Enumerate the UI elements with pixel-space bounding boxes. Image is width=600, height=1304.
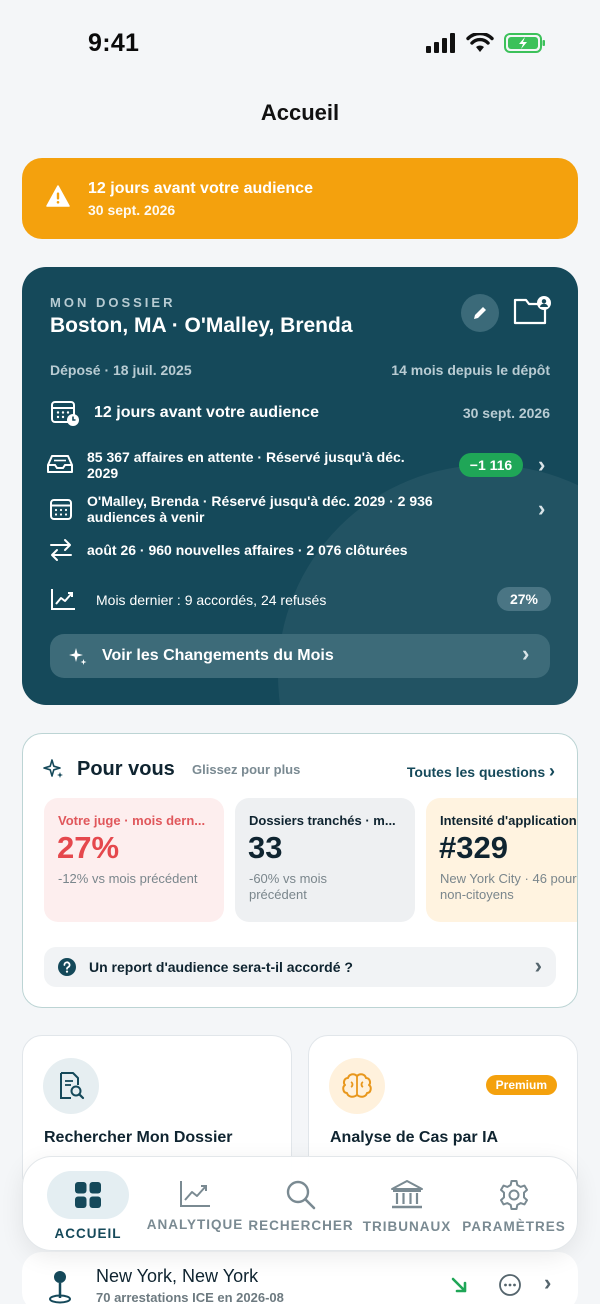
gear-icon	[500, 1180, 528, 1210]
insight-sub: -60% vs mois précédent	[249, 871, 328, 902]
for-you-card: Pour vous Glissez pour plus Toutes les q…	[22, 733, 578, 1008]
map-pin-icon	[49, 1271, 71, 1304]
chevron-right-icon: ›	[534, 953, 542, 978]
tab-home[interactable]: ACCUEIL	[23, 1157, 153, 1252]
insight-card-enforcement[interactable]: Intensité d'application #329 New York Ci…	[426, 798, 577, 922]
alert-title: 12 jours avant votre audience	[88, 180, 313, 197]
monthly-flow-text: août 26 · 960 nouvelles affaires · 2 076…	[87, 542, 408, 558]
insight-value: #329	[439, 830, 508, 865]
chart-icon	[180, 1181, 210, 1207]
months-since-filing: 14 mois depuis le dépôt	[391, 362, 550, 378]
trend-down-icon	[451, 1277, 467, 1293]
suggested-question-text: Un report d'audience sera-t-il accordé ?	[89, 959, 353, 975]
tab-label: ANALYTIQUE	[146, 1217, 244, 1232]
insight-sub: New York City · 46 pour 10k non-citoyens	[440, 871, 577, 902]
tab-settings[interactable]: PARAMÈTRES	[461, 1157, 567, 1252]
grant-rate-badge: 27%	[497, 587, 551, 611]
tab-active-indicator	[47, 1171, 129, 1219]
inbox-icon	[47, 455, 73, 473]
tab-label: TRIBUNAUX	[362, 1219, 452, 1234]
tab-bar: ACCUEIL ANALYTIQUE RECHERCHER TRIBUNAUX	[22, 1156, 578, 1251]
insight-card-decided[interactable]: Dossiers tranchés · m... 33 -60% vs mois…	[235, 798, 415, 922]
tab-courts[interactable]: TRIBUNAUX	[357, 1157, 457, 1252]
tool-icon-bg	[329, 1058, 385, 1114]
judge-hearings-text: O'Malley, Brenda · Réservé jusqu'à déc. …	[87, 493, 433, 525]
chevron-right-icon: ›	[522, 641, 530, 666]
all-questions-label: Toutes les questions	[406, 764, 546, 780]
brain-icon	[342, 1073, 372, 1098]
location-city: New York, New York	[96, 1266, 259, 1286]
tool-label: Analyse de Cas par IA	[330, 1129, 499, 1146]
arrows-swap-icon	[50, 539, 72, 561]
tab-analytics[interactable]: ANALYTIQUE	[145, 1157, 245, 1252]
status-time: 9:41	[88, 29, 140, 57]
swipe-hint: Glissez pour plus	[192, 762, 301, 777]
search-icon	[286, 1180, 316, 1210]
pending-change-badge: −1 116	[459, 453, 523, 477]
page-title: Accueil	[260, 100, 340, 125]
hearing-countdown: 12 jours avant votre audience	[94, 404, 319, 421]
tab-label: ACCUEIL	[54, 1226, 122, 1241]
dossier-card: MON DOSSIER Boston, MA · O'Malley, Brend…	[22, 267, 578, 705]
for-you-title: Pour vous	[77, 758, 175, 780]
insight-label: Dossiers tranchés · m...	[249, 813, 396, 828]
suggested-question-row[interactable]: Un report d'audience sera-t-il accordé ?…	[44, 947, 556, 987]
chevron-right-icon: ›	[538, 452, 546, 477]
location-sub: 70 arrestations ICE en 2026-08	[96, 1290, 284, 1304]
insight-label: Intensité d'application	[440, 813, 577, 828]
filed-date: Déposé · 18 juil. 2025	[50, 362, 192, 378]
courthouse-icon	[391, 1180, 423, 1209]
insight-card-judge[interactable]: Votre juge · mois dern... 27% -12% vs mo…	[44, 798, 224, 922]
chevron-right-icon: ›	[538, 496, 546, 521]
tab-label: RECHERCHER	[248, 1218, 354, 1233]
decisions-text: Mois dernier : 9 accordés, 24 refusés	[96, 592, 327, 608]
premium-badge: Premium	[485, 1075, 557, 1095]
status-bar: 9:41	[0, 0, 600, 88]
tab-search[interactable]: RECHERCHER	[248, 1157, 354, 1252]
insight-sub: -12% vs mois précédent	[58, 871, 198, 886]
hearing-date: 30 sept. 2026	[462, 405, 550, 421]
pencil-icon	[474, 307, 486, 319]
trend-chart-icon	[51, 589, 75, 610]
document-search-icon	[60, 1072, 85, 1100]
warning-icon	[46, 185, 70, 207]
tab-label: PARAMÈTRES	[462, 1219, 566, 1234]
location-list-item[interactable]: New York, New York 70 arrestations ICE e…	[22, 1252, 578, 1304]
monthly-changes-button[interactable]: Voir les Changements du Mois ›	[50, 634, 550, 678]
signal-icon	[426, 33, 455, 53]
grid-icon	[75, 1182, 101, 1208]
hearing-alert-banner[interactable]: 12 jours avant votre audience 30 sept. 2…	[22, 158, 578, 239]
dossier-name: Boston, MA · O'Malley, Brenda	[50, 314, 353, 337]
dossier-kicker: MON DOSSIER	[50, 295, 176, 310]
tool-icon-bg	[43, 1058, 99, 1114]
insight-value: 27%	[57, 830, 120, 865]
insight-value: 33	[248, 830, 283, 865]
sparkle-icon	[69, 648, 87, 665]
tool-label: Rechercher Mon Dossier	[44, 1129, 233, 1146]
more-options-icon[interactable]	[499, 1274, 521, 1296]
chevron-right-icon: ›	[549, 761, 555, 781]
calendar-icon	[50, 499, 72, 520]
chevron-right-icon: ›	[544, 1270, 552, 1295]
battery-icon	[504, 33, 545, 53]
help-circle-icon	[58, 958, 76, 976]
wifi-icon	[466, 33, 494, 52]
alert-date: 30 sept. 2026	[88, 202, 176, 218]
sparkle-icon	[43, 759, 63, 778]
all-questions-link[interactable]: Toutes les questions ›	[407, 761, 555, 782]
edit-dossier-button[interactable]	[461, 294, 499, 332]
folder-user-icon[interactable]	[512, 295, 552, 327]
monthly-changes-label: Voir les Changements du Mois	[102, 647, 334, 664]
calendar-clock-icon	[51, 401, 79, 426]
status-icons	[426, 33, 546, 53]
insight-label: Votre juge · mois dern...	[58, 813, 206, 828]
pending-cases-text: 85 367 affaires en attente · Réservé jus…	[87, 449, 405, 481]
